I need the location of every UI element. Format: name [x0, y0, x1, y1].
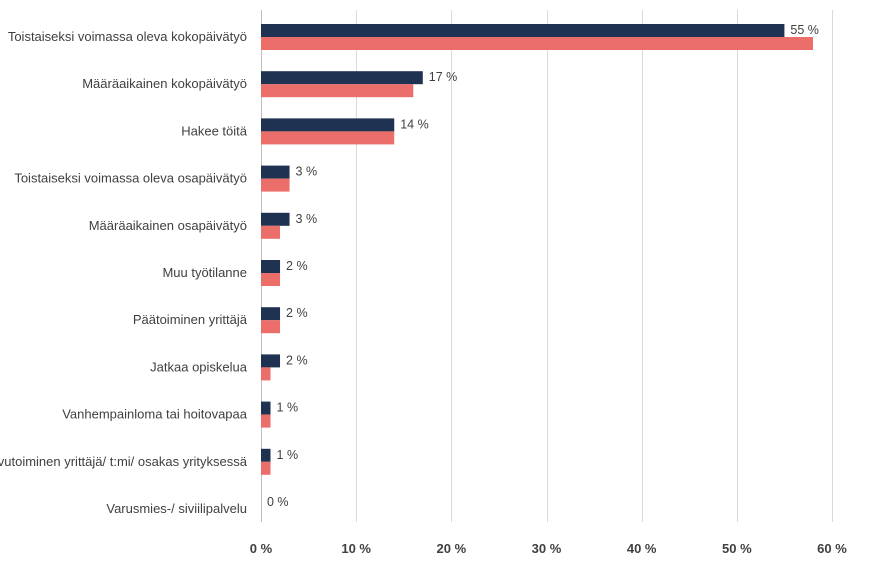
bar-series-1 [261, 401, 271, 415]
bar-series-2 [261, 178, 290, 192]
bar-series-2 [261, 273, 281, 286]
data-label: 1 % [277, 401, 299, 415]
bar-series-1 [261, 260, 281, 273]
category-label: Vanhempainloma tai hoitovapaa [62, 407, 248, 422]
data-label: 2 % [286, 306, 308, 320]
bar-series-1 [261, 448, 271, 462]
category-label: Päätoiminen yrittäjä [133, 312, 248, 327]
category-label: Toistaiseksi voimassa oleva osapäivätyö [14, 171, 247, 186]
data-label: 55 % [790, 23, 819, 37]
category-label: Määräaikainen kokopäivätyö [82, 76, 247, 91]
bar-series-2 [261, 131, 395, 145]
data-label: 14 % [400, 117, 429, 131]
bar-series-2 [261, 461, 271, 475]
bar-series-1 [261, 354, 281, 368]
bar-series-2 [261, 367, 271, 381]
bar-series-1 [261, 307, 281, 321]
bar-series-1 [261, 71, 423, 85]
data-label: 1 % [277, 448, 299, 462]
bar-series-2 [261, 414, 271, 428]
category-label: Määräaikainen osapäivätyö [89, 218, 247, 233]
data-label: 3 % [296, 212, 318, 226]
bar-series-2 [261, 225, 281, 239]
data-label: 17 % [429, 70, 458, 84]
data-label: 2 % [286, 259, 308, 273]
bar-series-2 [261, 37, 813, 50]
bar-series-1 [261, 212, 290, 226]
x-tick-label: 20 % [437, 541, 467, 556]
x-tick-label: 40 % [627, 541, 657, 556]
category-label: Varusmies-/ siviilipalvelu [106, 501, 247, 516]
bar-series-2 [261, 320, 281, 334]
data-label: 2 % [286, 353, 308, 367]
bar-series-1 [261, 24, 785, 37]
bar-series-1 [261, 118, 395, 132]
data-label: 0 % [267, 495, 289, 509]
x-tick-label: 0 % [250, 541, 273, 556]
bar-series-2 [261, 84, 414, 98]
bar-series-1 [261, 165, 290, 179]
x-tick-label: 60 % [817, 541, 847, 556]
data-label: 3 % [296, 165, 318, 179]
category-label: Hakee töitä [181, 123, 248, 138]
category-label: Sivutoiminen yrittäjä/ t:mi/ osakas yrit… [0, 454, 248, 469]
category-label: Toistaiseksi voimassa oleva kokopäivätyö [8, 29, 247, 44]
x-tick-label: 50 % [722, 541, 752, 556]
category-label: Muu työtilanne [162, 265, 247, 280]
x-tick-label: 10 % [341, 541, 371, 556]
x-tick-label: 30 % [532, 541, 562, 556]
category-label: Jatkaa opiskelua [150, 359, 248, 374]
